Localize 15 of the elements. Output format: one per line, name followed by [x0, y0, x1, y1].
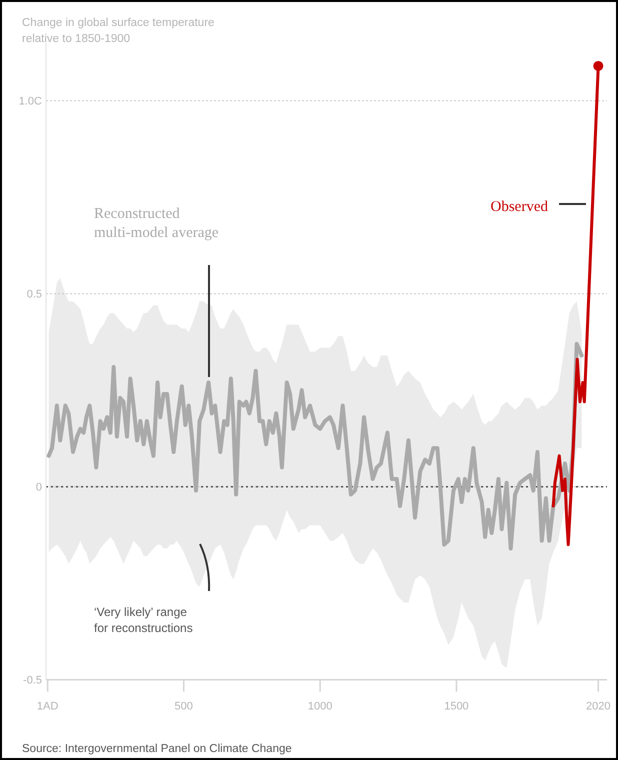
- y-tick-label: 0.5: [26, 288, 42, 301]
- text: Reconstructed multi-model average: [94, 206, 219, 241]
- y-tick-label: 1.0C: [18, 96, 42, 108]
- chart-title: Change in global surface temperature relative to 1850-1900: [22, 17, 214, 45]
- annotation: ‘Very likely’ range for reconstructions: [94, 605, 193, 635]
- x-tick-label: 500: [174, 700, 193, 713]
- y-tick-label: -0.5: [23, 674, 42, 687]
- line-series: [46, 342, 584, 550]
- x-tick-label: 1500: [444, 700, 469, 713]
- source-note: Source: Intergovernmental Panel on Climate Change: [22, 743, 292, 755]
- x-tick-label: 2020: [586, 700, 611, 713]
- y-tick-label: 0: [36, 482, 42, 494]
- x-tick-label: 1000: [308, 700, 332, 713]
- text: Observed: [490, 199, 548, 215]
- x-tick-label: 1AD: [36, 700, 58, 713]
